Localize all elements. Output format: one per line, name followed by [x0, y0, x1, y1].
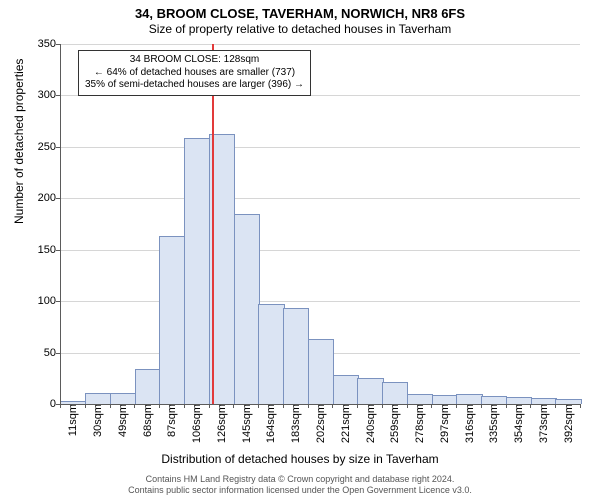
- x-tick-label: 354sqm: [511, 404, 525, 443]
- plot-area: 05010015020025030035011sqm30sqm49sqm68sq…: [60, 44, 580, 404]
- annotation-box: 34 BROOM CLOSE: 128sqm ← 64% of detached …: [78, 50, 311, 96]
- bar: [135, 369, 161, 404]
- x-tick-label: 240sqm: [363, 404, 377, 443]
- x-tick-label: 183sqm: [288, 404, 302, 443]
- x-tick-label: 316sqm: [462, 404, 476, 443]
- y-axis-line: [60, 44, 61, 404]
- bar: [456, 394, 482, 404]
- annotation-line1: 34 BROOM CLOSE: 128sqm: [130, 54, 260, 65]
- x-axis-line: [60, 404, 580, 405]
- copyright-line1: Contains HM Land Registry data © Crown c…: [146, 474, 455, 484]
- bar: [110, 393, 136, 404]
- x-tick-label: 164sqm: [263, 404, 277, 443]
- x-tick-label: 11sqm: [65, 404, 79, 436]
- x-tick-label: 221sqm: [338, 404, 352, 443]
- x-tick-label: 68sqm: [140, 404, 154, 437]
- copyright-notice: Contains HM Land Registry data © Crown c…: [0, 474, 600, 497]
- x-tick-label: 392sqm: [561, 404, 575, 443]
- bar: [506, 397, 532, 404]
- bar: [85, 393, 111, 404]
- x-tick-label: 335sqm: [486, 404, 500, 443]
- x-tick-label: 202sqm: [313, 404, 327, 443]
- grid-line: [60, 95, 580, 96]
- y-tick-label: 150: [38, 244, 60, 256]
- y-tick-label: 100: [38, 295, 60, 307]
- annotation-line3: 35% of semi-detached houses are larger (…: [85, 79, 304, 90]
- x-tick-label: 87sqm: [164, 404, 178, 437]
- y-axis-label: Number of detached properties: [12, 59, 26, 224]
- bar: [382, 382, 408, 404]
- bar: [184, 138, 210, 404]
- copyright-line2: Contains public sector information licen…: [128, 485, 472, 495]
- property-marker-line: [212, 44, 214, 404]
- annotation-line2: ← 64% of detached houses are smaller (73…: [94, 67, 295, 78]
- grid-line: [60, 44, 580, 45]
- x-tick-mark: [580, 404, 581, 408]
- y-tick-label: 300: [38, 89, 60, 101]
- y-tick-label: 350: [38, 38, 60, 50]
- bar: [432, 395, 458, 404]
- x-tick-label: 145sqm: [239, 404, 253, 443]
- bar: [283, 308, 309, 404]
- grid-line: [60, 147, 580, 148]
- x-tick-label: 373sqm: [536, 404, 550, 443]
- y-tick-label: 200: [38, 192, 60, 204]
- grid-line: [60, 198, 580, 199]
- chart-subtitle: Size of property relative to detached ho…: [0, 21, 600, 36]
- bar: [407, 394, 433, 404]
- y-tick-label: 0: [50, 398, 60, 410]
- bar: [159, 236, 185, 404]
- bar: [258, 304, 284, 404]
- x-axis-label: Distribution of detached houses by size …: [0, 452, 600, 466]
- grid-line: [60, 301, 580, 302]
- x-tick-label: 49sqm: [115, 404, 129, 437]
- bar: [481, 396, 507, 404]
- bar: [308, 339, 334, 404]
- grid-line: [60, 250, 580, 251]
- x-tick-label: 297sqm: [437, 404, 451, 443]
- y-tick-label: 250: [38, 141, 60, 153]
- x-tick-label: 259sqm: [387, 404, 401, 443]
- x-tick-label: 126sqm: [214, 404, 228, 443]
- x-tick-label: 30sqm: [90, 404, 104, 437]
- chart-title: 34, BROOM CLOSE, TAVERHAM, NORWICH, NR8 …: [0, 0, 600, 21]
- x-tick-label: 106sqm: [189, 404, 203, 443]
- y-tick-label: 50: [44, 347, 60, 359]
- bar: [357, 378, 383, 404]
- bar: [234, 214, 260, 404]
- chart-container: 34, BROOM CLOSE, TAVERHAM, NORWICH, NR8 …: [0, 0, 600, 500]
- x-tick-label: 278sqm: [412, 404, 426, 443]
- bar: [333, 375, 359, 404]
